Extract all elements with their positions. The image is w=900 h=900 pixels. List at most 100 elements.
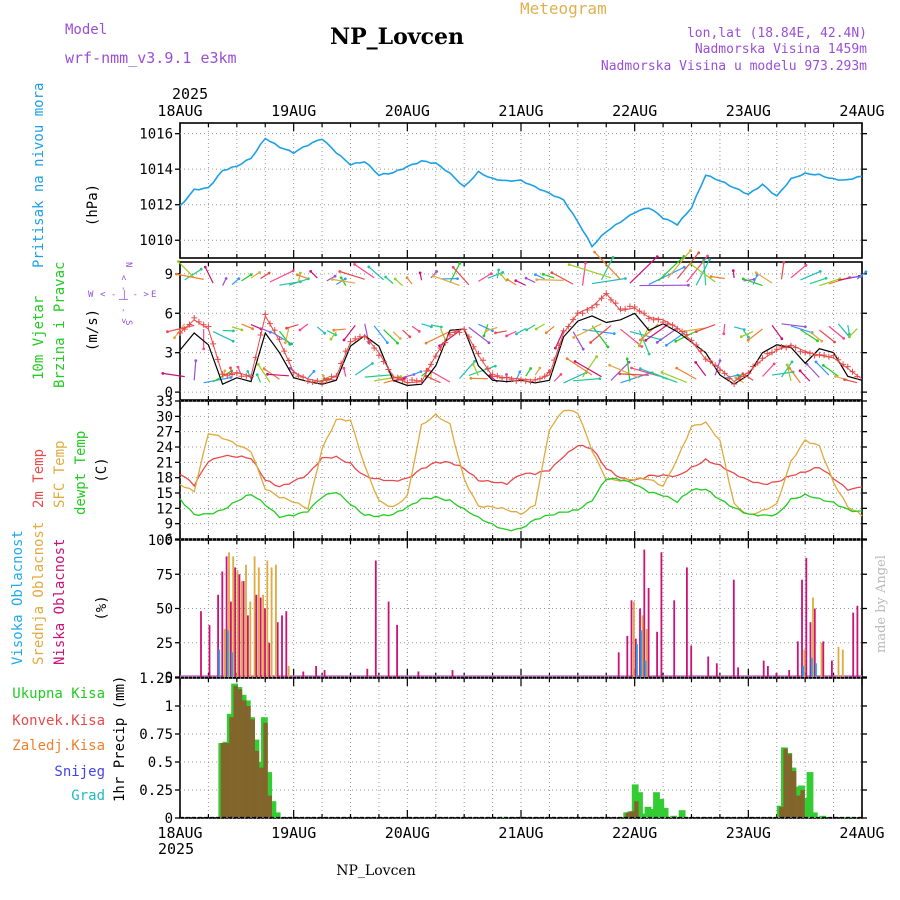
wind-arrow-head bbox=[655, 341, 659, 344]
wind-arrow bbox=[762, 363, 775, 377]
wind-arrow bbox=[203, 376, 232, 384]
wind-arrow-head bbox=[471, 362, 475, 366]
wind-arrow bbox=[364, 374, 392, 378]
y-tick-label: 25 bbox=[156, 636, 173, 652]
wind-arrow-head bbox=[161, 372, 165, 375]
gust-marker bbox=[404, 379, 411, 386]
wind-arrow-head bbox=[682, 265, 686, 269]
wind-arrow bbox=[392, 331, 401, 339]
precip-total-bar bbox=[802, 797, 810, 818]
wind-arrow bbox=[619, 373, 649, 376]
wind-arrow-head bbox=[754, 271, 758, 275]
cloud-bar bbox=[285, 611, 288, 677]
wind-arrow bbox=[534, 367, 541, 376]
elevation-info: Nadmorska Visina 1459m bbox=[695, 42, 867, 57]
wind-arrow bbox=[582, 356, 598, 378]
wind-arrow bbox=[638, 330, 650, 355]
cloud-bar bbox=[221, 571, 224, 677]
wind-arrow-head bbox=[353, 263, 356, 266]
wind-arrow-head bbox=[702, 258, 706, 262]
y-tick-label: 0 bbox=[165, 670, 173, 686]
wind-arrow bbox=[385, 276, 394, 285]
y-tick-label: 6 bbox=[165, 306, 173, 322]
wind-arrow-head bbox=[505, 334, 508, 338]
precip-conv-bar bbox=[634, 801, 639, 818]
wind-arrow-head bbox=[647, 352, 651, 356]
cloud-low-label: Niska Oblacnost bbox=[52, 539, 68, 665]
lonlat-info: lon,lat (18.84E, 42.4N) bbox=[687, 26, 867, 41]
cloud-bar bbox=[226, 630, 229, 677]
cloud-bar bbox=[803, 649, 806, 677]
gust-marker bbox=[787, 342, 794, 349]
cloud-bar bbox=[801, 579, 803, 677]
wind-arrow-head bbox=[419, 370, 423, 373]
wind-arrow-head bbox=[371, 362, 374, 365]
wind-arrow bbox=[690, 263, 716, 283]
wind-arrow-head bbox=[451, 265, 455, 269]
wind-arrow bbox=[267, 373, 289, 377]
wind-arrow-head bbox=[166, 330, 169, 334]
cloud-bar bbox=[644, 660, 647, 677]
gust-marker bbox=[840, 361, 847, 368]
gust-marker bbox=[702, 356, 709, 363]
wind-arrow bbox=[591, 325, 609, 348]
wind-arrow-head bbox=[864, 270, 868, 274]
wind-arrow-head bbox=[572, 336, 575, 339]
wind-arrow-head bbox=[755, 273, 759, 277]
wind-arrow bbox=[231, 278, 240, 285]
wind-arrow-head bbox=[525, 328, 529, 332]
wind-arrow-head bbox=[529, 367, 533, 370]
wind-arrow bbox=[177, 261, 195, 279]
wind-arrow bbox=[339, 270, 365, 280]
wind-arrow-head bbox=[199, 267, 203, 271]
wind-arrow-head bbox=[618, 372, 622, 376]
gust-marker bbox=[219, 371, 226, 378]
wind-arrow-head bbox=[332, 328, 336, 332]
temp2m-label: 2m Temp bbox=[31, 449, 47, 508]
gust-marker bbox=[266, 320, 273, 327]
cloud-bar bbox=[262, 594, 264, 677]
wind-arrow-head bbox=[534, 273, 537, 276]
precip-total-bar bbox=[499, 816, 507, 818]
precip-conv-bar bbox=[787, 754, 793, 818]
gust-marker bbox=[470, 343, 477, 350]
wind-arrow-head bbox=[491, 329, 494, 333]
gust-marker bbox=[366, 338, 373, 345]
gust-marker bbox=[844, 363, 851, 370]
wind-arrow-head bbox=[339, 276, 343, 280]
wind-arrow-head bbox=[747, 335, 750, 339]
gust-marker bbox=[195, 318, 202, 325]
gust-marker bbox=[536, 375, 543, 382]
wind-arrow-head bbox=[638, 338, 642, 342]
wind-arrow bbox=[525, 277, 536, 284]
gust-marker bbox=[323, 377, 330, 384]
gust-marker bbox=[593, 301, 600, 308]
wind-arrow bbox=[800, 329, 818, 342]
precip-conv-bar bbox=[250, 719, 255, 818]
date-label-bottom: 18AUG bbox=[157, 824, 202, 842]
cloud-bar bbox=[647, 588, 650, 677]
cloud-high-label: Visoka Oblacnost bbox=[10, 530, 26, 665]
gust-marker bbox=[442, 339, 449, 346]
wind-arrow-head bbox=[309, 270, 313, 273]
wind-arrow-head bbox=[439, 325, 443, 329]
gust-marker bbox=[394, 374, 401, 381]
gust-marker bbox=[693, 342, 700, 349]
cloud-bar bbox=[656, 631, 658, 677]
gust-marker bbox=[603, 290, 610, 297]
gust-marker bbox=[570, 316, 577, 323]
wind-arrow-head bbox=[782, 261, 786, 264]
wind-arrow-head bbox=[637, 344, 641, 348]
cloud-bar bbox=[643, 549, 646, 677]
cloud-bar bbox=[266, 560, 269, 677]
wind-arrow bbox=[703, 260, 707, 286]
gust-marker bbox=[560, 327, 567, 334]
wind-arrow bbox=[741, 330, 754, 338]
cloud-bar bbox=[387, 601, 390, 677]
wind-arrow bbox=[212, 331, 234, 342]
precip-conv-bar bbox=[263, 722, 268, 818]
wind-arrow bbox=[250, 271, 260, 279]
y-tick-label: 75 bbox=[156, 567, 173, 583]
gust-marker bbox=[745, 370, 752, 377]
